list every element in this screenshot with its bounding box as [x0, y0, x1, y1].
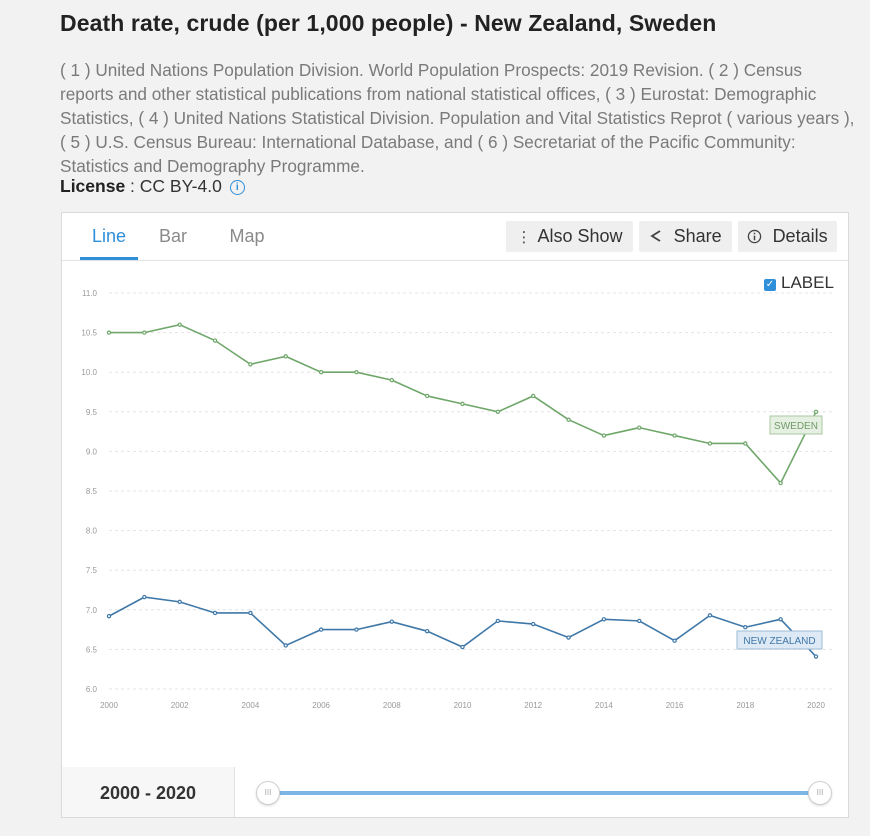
data-point	[354, 369, 359, 375]
data-point	[813, 654, 819, 659]
y-tick-label: 9.0	[86, 447, 98, 456]
data-point	[142, 594, 147, 600]
range-bar: 2000 - 2020 III III	[61, 767, 849, 818]
share-icon	[649, 229, 667, 246]
x-tick-label: 2000	[100, 701, 118, 710]
data-point	[778, 617, 783, 622]
range-end-handle[interactable]: III	[808, 781, 832, 805]
details-label: Details	[772, 226, 828, 246]
tab-bar[interactable]: Bar	[158, 226, 187, 246]
data-point	[637, 425, 642, 430]
x-tick-label: 2012	[524, 701, 542, 710]
y-tick-label: 8.0	[86, 527, 98, 536]
more-vertical-icon: ⋮	[516, 229, 532, 246]
y-tick-label: 10.0	[81, 368, 97, 377]
data-point	[566, 635, 571, 640]
y-tick-label: 9.5	[86, 408, 98, 417]
data-point	[707, 441, 713, 446]
label-toggle-text: LABEL	[781, 273, 834, 292]
data-point	[460, 644, 465, 650]
x-tick-label: 2008	[383, 701, 401, 710]
details-button[interactable]: Details	[738, 221, 837, 252]
data-point	[672, 433, 677, 438]
tab-map[interactable]: Map	[229, 226, 265, 246]
checkbox-checked-icon[interactable]: ✓	[764, 279, 776, 291]
data-point	[813, 409, 819, 414]
x-tick-label: 2020	[807, 701, 825, 710]
series-label-box	[736, 630, 823, 650]
data-point	[495, 618, 501, 624]
label-toggle[interactable]: ✓ LABEL	[764, 273, 834, 293]
y-tick-label: 7.5	[86, 566, 98, 575]
data-point	[212, 610, 218, 616]
license-value: CC BY-4.0	[139, 176, 222, 196]
data-point	[778, 480, 783, 486]
x-tick-label: 2016	[666, 701, 684, 710]
chart-tabs: Line Bar Map ⋮ Also Show Share Details	[62, 213, 848, 261]
data-point	[672, 638, 677, 643]
data-point	[389, 619, 394, 624]
data-point	[248, 362, 253, 367]
data-point	[601, 433, 607, 438]
data-point	[566, 417, 571, 422]
data-point	[424, 628, 430, 634]
info-circle-icon	[747, 229, 766, 246]
data-point	[389, 377, 394, 383]
also-show-button[interactable]: ⋮ Also Show	[506, 221, 633, 252]
x-tick-label: 2004	[242, 701, 260, 710]
also-show-label: Also Show	[537, 226, 623, 246]
data-point	[531, 393, 536, 399]
x-tick-label: 2006	[312, 701, 330, 710]
data-point	[531, 621, 536, 627]
tab-line[interactable]: Line	[80, 213, 138, 260]
y-tick-label: 11.0	[82, 289, 98, 298]
data-point	[707, 613, 713, 618]
data-point	[424, 393, 430, 399]
x-tick-label: 2002	[171, 701, 189, 710]
info-icon[interactable]: i	[229, 180, 245, 195]
range-label: 2000 - 2020	[62, 767, 235, 817]
license-label: License	[60, 176, 126, 196]
data-point	[460, 401, 465, 407]
data-point	[106, 613, 112, 619]
data-point	[248, 610, 253, 616]
series-label: SWEDEN	[774, 421, 818, 432]
share-button[interactable]: Share	[639, 221, 732, 252]
data-point	[318, 627, 324, 632]
x-tick-label: 2010	[454, 701, 472, 710]
license-line: License : CC BY-4.0 i	[60, 176, 245, 197]
range-track[interactable]	[268, 791, 820, 795]
y-tick-label: 7.0	[86, 606, 98, 615]
data-point	[283, 643, 288, 648]
series-label: NEW ZEALAND	[743, 636, 815, 647]
share-label: Share	[673, 226, 722, 246]
y-tick-label: 10.5	[81, 329, 97, 338]
data-point	[601, 617, 607, 622]
data-point	[637, 618, 642, 624]
chart-panel: Line Bar Map ⋮ Also Show Share Details 6.…	[61, 212, 849, 768]
data-point	[177, 599, 182, 605]
x-tick-label: 2018	[736, 701, 754, 710]
y-tick-label: 6.0	[86, 685, 98, 694]
data-point	[106, 330, 112, 335]
data-point	[743, 625, 748, 630]
series-label-box	[769, 415, 823, 435]
y-tick-label: 8.5	[86, 487, 98, 496]
range-start-handle[interactable]: III	[256, 781, 280, 805]
data-point	[283, 354, 288, 359]
source-notes: ( 1 ) United Nations Population Division…	[60, 60, 855, 176]
data-point	[354, 627, 359, 632]
data-point	[212, 338, 218, 343]
data-point	[743, 441, 748, 446]
x-tick-label: 2014	[595, 701, 613, 710]
page-title: Death rate, crude (per 1,000 people) - N…	[60, 10, 717, 36]
data-point	[177, 322, 182, 327]
data-point	[495, 409, 501, 414]
data-point	[142, 330, 147, 335]
line-chart: 6.0 6.5 7.0 7.5 8.0 8.5 9.0 9.5 10.0 10.5 11.0 2000…	[81, 289, 834, 710]
data-point	[318, 369, 324, 375]
y-tick-label: 6.5	[86, 645, 98, 654]
